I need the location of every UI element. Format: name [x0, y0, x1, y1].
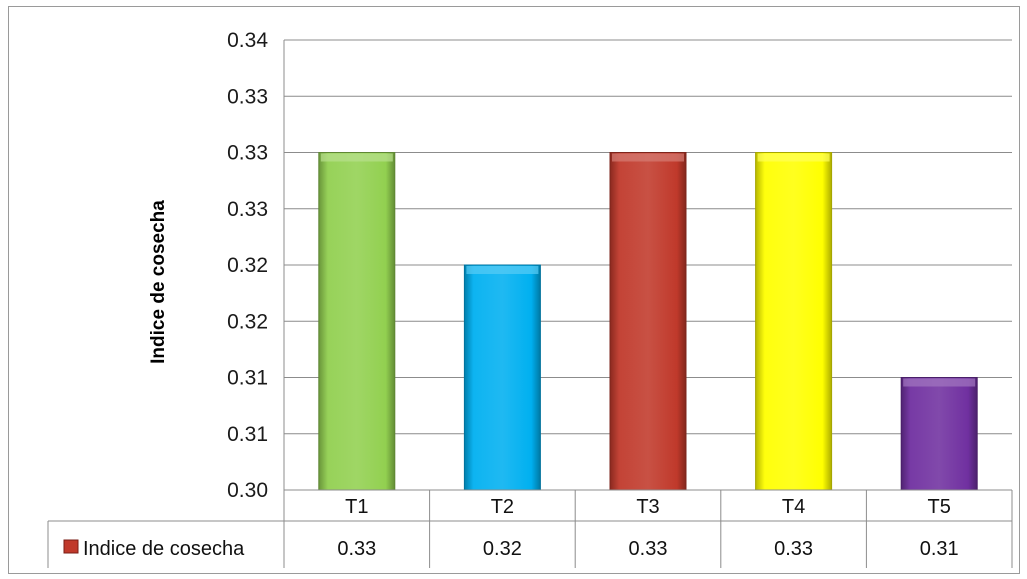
x-category-label: T3	[636, 496, 659, 518]
bar-top-highlight	[466, 266, 539, 274]
bar-top-highlight	[320, 153, 393, 162]
bar-t1	[318, 152, 396, 491]
bar-top-highlight	[903, 378, 976, 387]
x-category-label: T1	[345, 496, 368, 518]
data-table-value: 0.32	[483, 538, 522, 560]
y-tick-label: 0.33	[227, 198, 268, 221]
y-tick-label: 0.33	[227, 85, 268, 108]
data-table: T1 0.33 T2 0.32 T3 0.33 T4 0.33 T5 0.31 Indice de …	[47, 489, 1013, 568]
y-axis-ticks: 0.30 0.31 0.31 0.32 0.32 0.33 0.33 0.33 0.34	[227, 29, 268, 502]
x-category-label: T2	[491, 496, 514, 518]
data-table-value: 0.31	[920, 538, 959, 560]
legend-series-label: Indice de cosecha	[83, 538, 245, 560]
y-tick-label: 0.30	[227, 479, 268, 502]
data-table-value: 0.33	[629, 538, 668, 560]
y-tick-label: 0.33	[227, 142, 268, 165]
bars	[318, 152, 978, 491]
y-tick-label: 0.32	[227, 310, 268, 333]
y-tick-label: 0.32	[227, 254, 268, 277]
bar-t2	[463, 264, 541, 491]
legend-key-icon	[63, 539, 79, 554]
bar-t4	[755, 152, 833, 491]
bar-t3	[609, 152, 687, 491]
y-tick-label: 0.31	[227, 423, 268, 446]
y-axis-label: Indice de cosecha	[148, 200, 169, 364]
data-table-value: 0.33	[774, 538, 813, 560]
bar-t5	[900, 377, 978, 491]
bar-top-highlight	[612, 153, 684, 162]
y-tick-label: 0.31	[227, 367, 268, 390]
y-tick-label: 0.34	[227, 29, 268, 52]
bar-top-highlight	[757, 153, 830, 162]
x-category-label: T5	[928, 496, 951, 518]
data-table-value: 0.33	[337, 538, 376, 560]
x-category-label: T4	[782, 496, 805, 518]
